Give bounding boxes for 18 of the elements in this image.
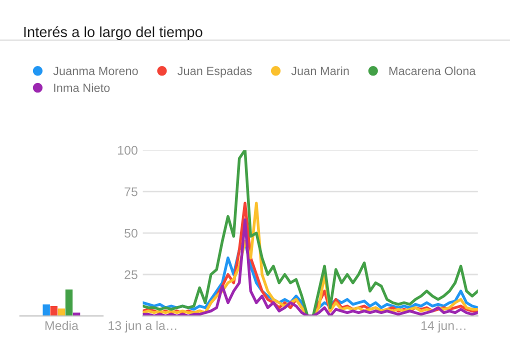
chart-title: Interés a lo largo del tiempo	[24, 26, 202, 40]
bar	[50, 306, 58, 316]
y-tick-label: 50	[124, 228, 138, 238]
legend-label: Juan Espadas	[178, 66, 252, 78]
bar	[58, 308, 66, 316]
bar	[65, 289, 73, 316]
legend-label: Macarena Olona	[389, 66, 476, 76]
legend-label: Juan Marin	[291, 66, 349, 76]
bar	[42, 304, 50, 316]
y-tick-label: 25	[124, 270, 138, 280]
legend-label: Inma Nieto	[54, 83, 110, 92]
legend-label: Juanma Moreno	[53, 66, 138, 76]
x-tick-label: 13 jun a la…	[108, 320, 176, 332]
x-tick-label: 14 jun…	[421, 320, 466, 332]
y-tick-label: 100	[118, 146, 138, 155]
x-tick-label: Media	[45, 320, 78, 330]
y-tick-label: 75	[124, 187, 138, 196]
line-series	[142, 150, 478, 316]
